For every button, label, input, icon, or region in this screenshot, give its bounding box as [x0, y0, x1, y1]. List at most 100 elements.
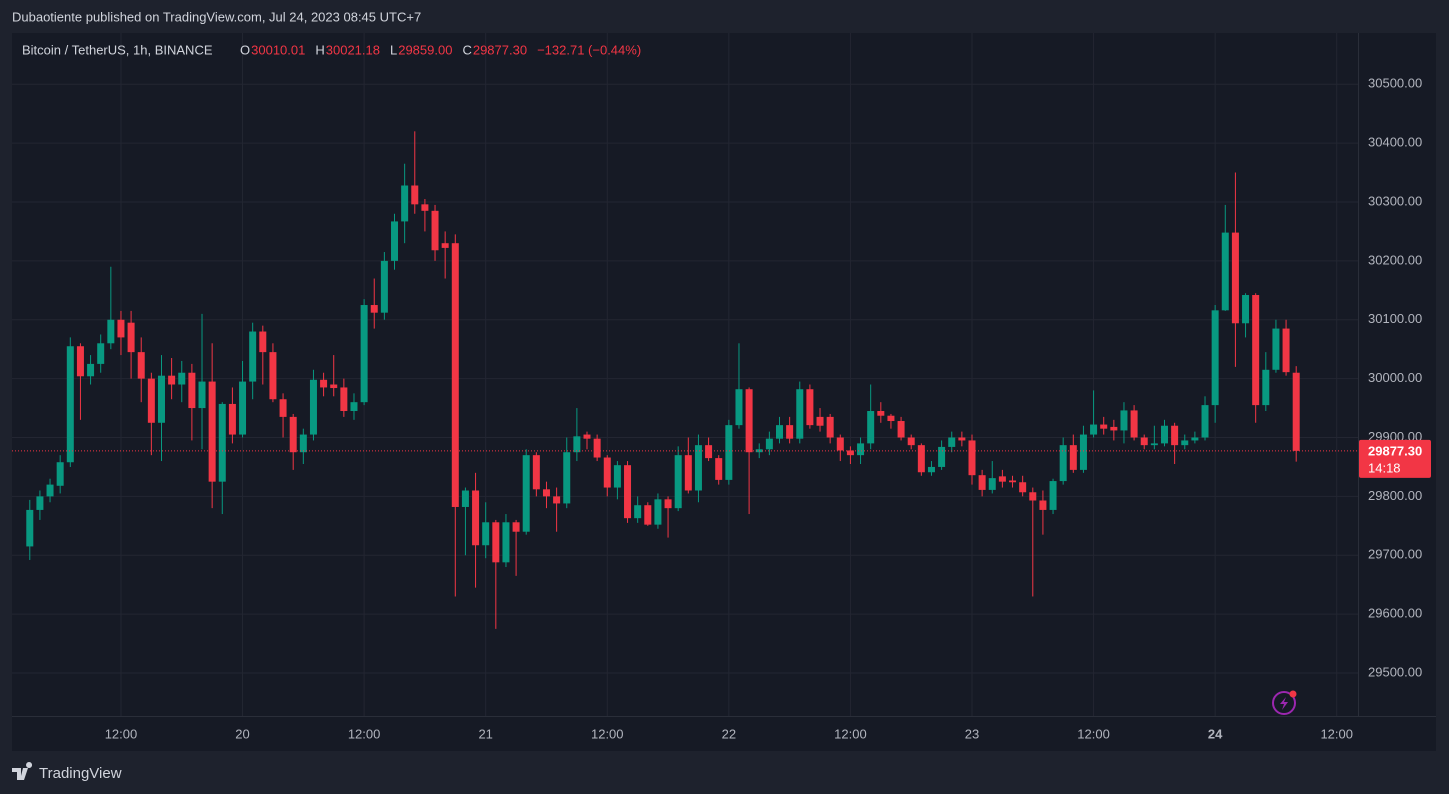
legend-value: 30021.18 — [326, 42, 380, 57]
candle-body — [1150, 443, 1158, 446]
y-tick-label: 29700.00 — [1368, 547, 1422, 562]
y-tick-label: 30500.00 — [1368, 76, 1422, 91]
candle-body — [178, 372, 186, 385]
candle-body — [472, 490, 480, 546]
lightning-icon[interactable] — [1272, 690, 1297, 715]
candle-body — [492, 522, 500, 563]
candle-body — [299, 434, 307, 453]
ohlc-legend: O 30010.01 H 30021.18 L 29859.00 C 29877.30 −132… — [240, 42, 641, 57]
candle-body — [360, 305, 368, 403]
candle-body — [239, 381, 247, 435]
candle-body — [593, 438, 601, 458]
header: Dubaotiente published on TradingView.com… — [12, 9, 421, 24]
candle-body — [137, 352, 145, 379]
candle-body — [1079, 434, 1087, 470]
candle-body — [370, 305, 378, 313]
x-tick-label: 12:00 — [834, 726, 867, 741]
y-tick-label: 29500.00 — [1368, 664, 1422, 679]
x-tick-label: 24 — [1208, 726, 1223, 741]
candle-body — [694, 445, 702, 491]
candle-body — [998, 476, 1006, 482]
candle-body — [1181, 440, 1189, 446]
candle-body — [634, 505, 642, 519]
legend-key: L — [390, 42, 397, 57]
candle-body — [1262, 369, 1270, 406]
price-tag-countdown: 14:18 — [1368, 460, 1401, 475]
candle-body — [532, 455, 540, 490]
candle-body — [583, 434, 591, 439]
x-tick-label: 12:00 — [1077, 726, 1110, 741]
candle-body — [1049, 481, 1057, 510]
candle-body — [1160, 425, 1168, 444]
candle-body — [857, 443, 865, 456]
candle-body — [826, 416, 834, 438]
candle-body — [401, 185, 409, 222]
candle-body — [147, 378, 155, 423]
candle-body — [563, 452, 571, 504]
candle-body — [988, 478, 996, 490]
candle-body — [938, 446, 946, 467]
candle-body — [309, 379, 317, 435]
candle-body — [1221, 232, 1229, 311]
candle-body — [553, 496, 561, 504]
candle-body — [198, 381, 206, 409]
candle-body — [522, 455, 530, 532]
candle-body — [1059, 445, 1067, 482]
x-tick-label: 12:00 — [1320, 726, 1353, 741]
logo — [12, 762, 33, 780]
candle-body — [1110, 426, 1118, 431]
candle-body — [846, 450, 854, 456]
candle-body — [350, 402, 358, 412]
candle-body — [674, 455, 682, 509]
x-tick-label: 20 — [235, 726, 249, 741]
candle-body — [188, 372, 196, 409]
candle-body — [1009, 480, 1017, 483]
candle-body — [208, 381, 216, 482]
candle-body — [1242, 295, 1250, 324]
candle-body — [958, 437, 966, 441]
labels: 29500.0029600.0029700.0029800.0029900.00… — [105, 76, 1431, 741]
price-tag — [1359, 439, 1431, 478]
candle-body — [36, 496, 44, 510]
candle-body — [56, 462, 64, 486]
candle-body — [1211, 310, 1219, 406]
candle-body — [441, 243, 449, 248]
symbol: Bitcoin / TetherUS, 1h, BINANCE — [22, 42, 213, 57]
candle-body — [927, 466, 935, 473]
candle-body — [157, 375, 165, 423]
candle-body — [411, 185, 419, 205]
candle-body — [249, 331, 257, 382]
candle-body — [502, 522, 510, 563]
candle-body — [796, 389, 804, 439]
candle-body — [340, 387, 348, 412]
candle-body — [482, 522, 490, 546]
candle-body — [836, 437, 844, 451]
candle-body — [117, 319, 125, 338]
candle-body — [654, 499, 662, 525]
candle-body — [725, 425, 733, 480]
legend-value: 29859.00 — [398, 42, 452, 57]
candle-body — [1140, 437, 1148, 446]
candle-body — [684, 455, 692, 491]
candle-body — [320, 379, 328, 388]
candle-body — [948, 437, 956, 447]
candle-body — [603, 457, 611, 488]
candle-body — [1120, 410, 1128, 431]
candle-body — [76, 346, 84, 377]
candle-body — [917, 445, 925, 473]
candle-body — [1201, 405, 1209, 438]
candle-body — [1252, 295, 1260, 406]
candle-body — [269, 352, 277, 400]
candle-body — [66, 346, 74, 463]
x-tick-label: 12:00 — [105, 726, 138, 741]
candle-body — [391, 221, 399, 261]
candle-body — [624, 465, 632, 519]
candle-body — [431, 210, 439, 251]
candle-body — [786, 425, 794, 439]
candle-body — [644, 505, 652, 525]
candle-body — [127, 322, 135, 353]
candle-body — [87, 363, 95, 377]
candle-body — [1191, 437, 1199, 441]
candle-body — [1019, 482, 1027, 493]
candle-body — [765, 438, 773, 450]
